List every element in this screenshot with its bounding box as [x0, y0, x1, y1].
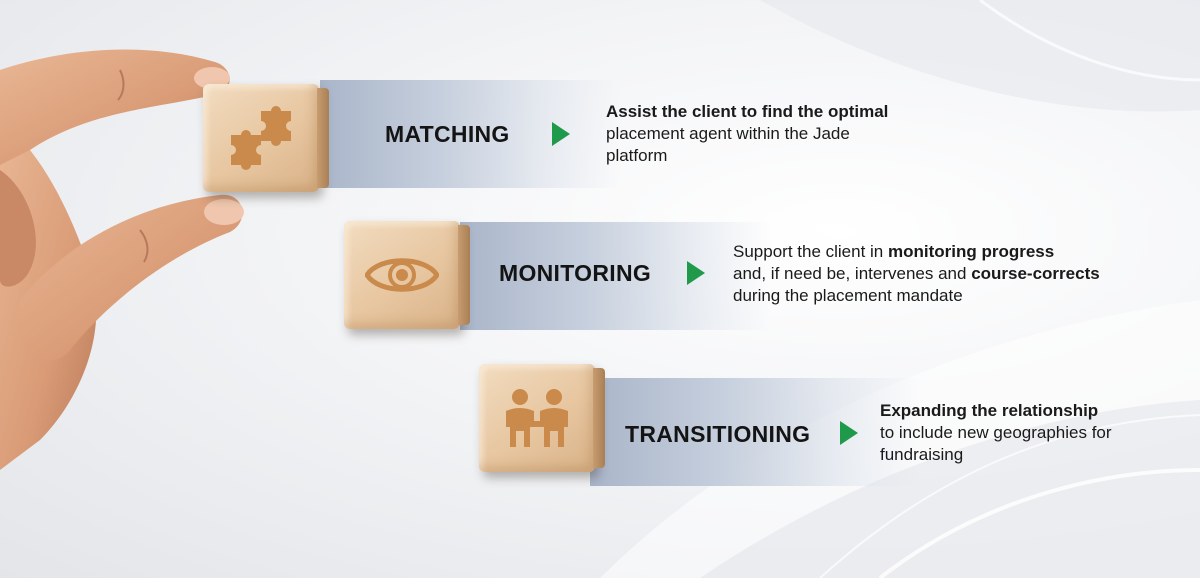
block-matching: [203, 84, 329, 192]
stage-description-matching: Assist the client to find the optimal pl…: [606, 101, 936, 167]
stage-title-monitoring: MONITORING: [499, 260, 652, 286]
stage-band-matching: [320, 80, 620, 188]
stage-title-transitioning: TRANSITIONING: [625, 421, 811, 447]
block-transitioning: [479, 364, 605, 472]
block-monitoring: [344, 221, 470, 329]
desc-bold: course-corrects: [971, 264, 1100, 283]
arrow-icon: [552, 122, 570, 146]
desc-bold: Expanding the relationship: [880, 401, 1099, 420]
stage-band-transitioning: [590, 378, 920, 486]
stage-description-monitoring: Support the client in monitoring progres…: [733, 241, 1103, 307]
desc-text: placement agent within the Jade platform: [606, 124, 850, 165]
desc-bold: Assist the client to find the optimal: [606, 102, 889, 121]
desc-text: Support the client in: [733, 242, 888, 261]
desc-text: to include new geographies for fundraisi…: [880, 423, 1112, 464]
stage-description-transitioning: Expanding the relationship to include ne…: [880, 400, 1140, 466]
stage-band-monitoring: [460, 222, 770, 330]
eye-icon: [365, 258, 439, 292]
puzzle-icon: [231, 106, 291, 170]
hand-illustration: [0, 49, 244, 470]
desc-bold: monitoring progress: [887, 242, 1055, 261]
arrow-icon: [840, 421, 858, 445]
people-icon: [506, 389, 568, 447]
desc-text: and, if need be, intervenes and: [733, 264, 972, 283]
stage-title-matching: MATCHING: [385, 121, 510, 147]
desc-text: during the placement mandate: [733, 286, 963, 305]
arrow-icon: [687, 261, 705, 285]
